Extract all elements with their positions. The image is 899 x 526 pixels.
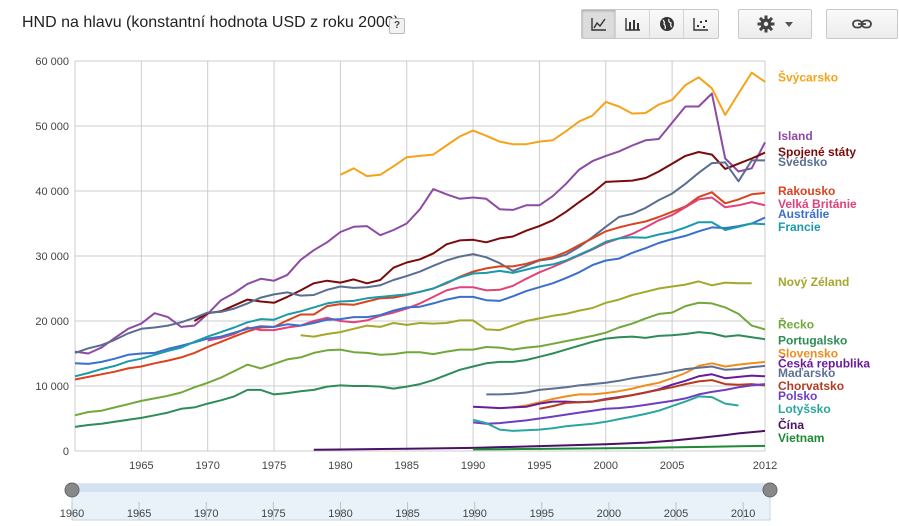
- x-tick-label: 1980: [328, 460, 352, 470]
- legend-label-10: Řecko: [778, 316, 814, 331]
- gear-icon: [757, 15, 775, 33]
- x-tick-label: 1975: [262, 460, 286, 470]
- timeline-tick-label: 2000: [597, 508, 621, 520]
- timeline-tick-label: 1985: [395, 508, 419, 520]
- y-tick-label: 10 000: [35, 381, 69, 393]
- series-line-17: [472, 395, 739, 432]
- series-line-1: [339, 71, 766, 178]
- line-chart-icon: [590, 18, 606, 31]
- series-line-18: [313, 429, 766, 451]
- chart-type-toolbar: [581, 9, 719, 39]
- legend-label-13: Česká republika: [778, 355, 870, 370]
- timeline-tick-label: 1975: [261, 508, 285, 520]
- page-title: HND na hlavu (konstantní hodnota USD z r…: [22, 14, 400, 31]
- x-tick-label: 1990: [461, 460, 485, 470]
- settings-button[interactable]: [739, 10, 811, 38]
- scatter-chart-button[interactable]: [684, 10, 718, 38]
- timeline-start-handle[interactable]: [64, 482, 80, 498]
- bar-chart-icon: [624, 18, 640, 31]
- map-chart-button[interactable]: [650, 10, 684, 38]
- legend-label-14: Maďarsko: [778, 366, 835, 380]
- timeline-tick-label: 1980: [328, 508, 352, 520]
- timeline-tick-label: 1970: [194, 508, 218, 520]
- scatter-plot-icon: [693, 18, 708, 31]
- legend-label-16: Polsko: [778, 389, 817, 403]
- timeline-tick-label: 1990: [462, 508, 486, 520]
- timeline-tick-label: 2010: [731, 508, 755, 520]
- legend-label-7: Austrálie: [778, 207, 830, 221]
- x-tick-label: 2000: [594, 460, 618, 470]
- timeline-tick-label: 2005: [664, 508, 688, 520]
- timeline-slider[interactable]: 1960 1965 1970 1975 1980 1985 1990 1995 2000 2005…: [0, 476, 899, 526]
- series-line-3: [193, 151, 766, 322]
- y-tick-label: 0: [63, 446, 69, 458]
- legend-label-9: Nový Zéland: [778, 275, 849, 289]
- legend-label-17: Lotyšsko: [778, 402, 831, 416]
- line-chart: 0 10 000 20 000 30 000 40 000 50 000 60 000 196…: [35, 56, 870, 470]
- chart-series: [74, 71, 766, 451]
- x-tick-label: 1995: [527, 460, 551, 470]
- series-line-12: [512, 360, 766, 409]
- settings-toolbar: [738, 9, 812, 39]
- timeline-tick-label: 1960: [60, 508, 84, 520]
- x-tick-label: 2012: [753, 460, 777, 470]
- series-line-7: [74, 216, 766, 365]
- legend-label-1: Švýcarsko: [778, 69, 838, 84]
- series-line-16: [473, 383, 766, 425]
- y-tick-label: 60 000: [35, 56, 69, 68]
- legend-label-8: Francie: [778, 220, 821, 234]
- chart-axes: 0 10 000 20 000 30 000 40 000 50 000 60 000 196…: [35, 56, 777, 470]
- series-line-19: [473, 444, 766, 451]
- globe-map-icon: [659, 17, 674, 31]
- chart-grid: [74, 60, 766, 452]
- legend-label-15: Chorvatsko: [778, 379, 844, 393]
- x-tick-label: 2005: [660, 460, 684, 470]
- legend-label-3: Spojené státy: [778, 145, 856, 159]
- y-tick-label: 20 000: [35, 316, 69, 328]
- series-line-8: [74, 221, 766, 378]
- series-line-11: [74, 331, 766, 428]
- x-tick-label: 1965: [129, 460, 153, 470]
- legend-label-18: Čína: [778, 417, 804, 432]
- help-button[interactable]: ?: [389, 18, 405, 34]
- link-button[interactable]: [827, 10, 897, 38]
- series-line-4: [74, 159, 765, 354]
- legend-label-11: Portugalsko: [778, 334, 847, 348]
- timeline-tick-label: 1965: [127, 508, 151, 520]
- y-tick-label: 50 000: [35, 121, 69, 133]
- timeline-tick-label: 1995: [530, 508, 554, 520]
- series-line-14: [486, 364, 766, 396]
- bar-chart-button[interactable]: [616, 10, 650, 38]
- legend-label-2: Island: [778, 129, 813, 143]
- chevron-down-icon: [785, 21, 793, 27]
- legend-label-6: Velká Británie: [778, 197, 857, 211]
- series-line-9: [300, 280, 752, 338]
- x-tick-label: 1985: [394, 460, 418, 470]
- legend-label-5: Rakousko: [778, 184, 835, 198]
- x-tick-label: 1970: [195, 460, 219, 470]
- legend-label-12: Slovensko: [778, 347, 838, 361]
- series-line-15: [539, 379, 766, 410]
- link-toolbar: [826, 9, 898, 39]
- line-chart-button[interactable]: [582, 10, 616, 38]
- legend-label-4: Švédsko: [778, 154, 827, 169]
- series-line-10: [74, 301, 766, 417]
- timeline-selection-bar: [72, 484, 770, 492]
- link-icon: [852, 19, 872, 29]
- legend-label-19: Vietnam: [778, 431, 824, 445]
- timeline-end-handle[interactable]: [762, 482, 778, 498]
- y-tick-label: 40 000: [35, 186, 69, 198]
- series-line-2: [74, 92, 766, 355]
- y-tick-label: 30 000: [35, 251, 69, 263]
